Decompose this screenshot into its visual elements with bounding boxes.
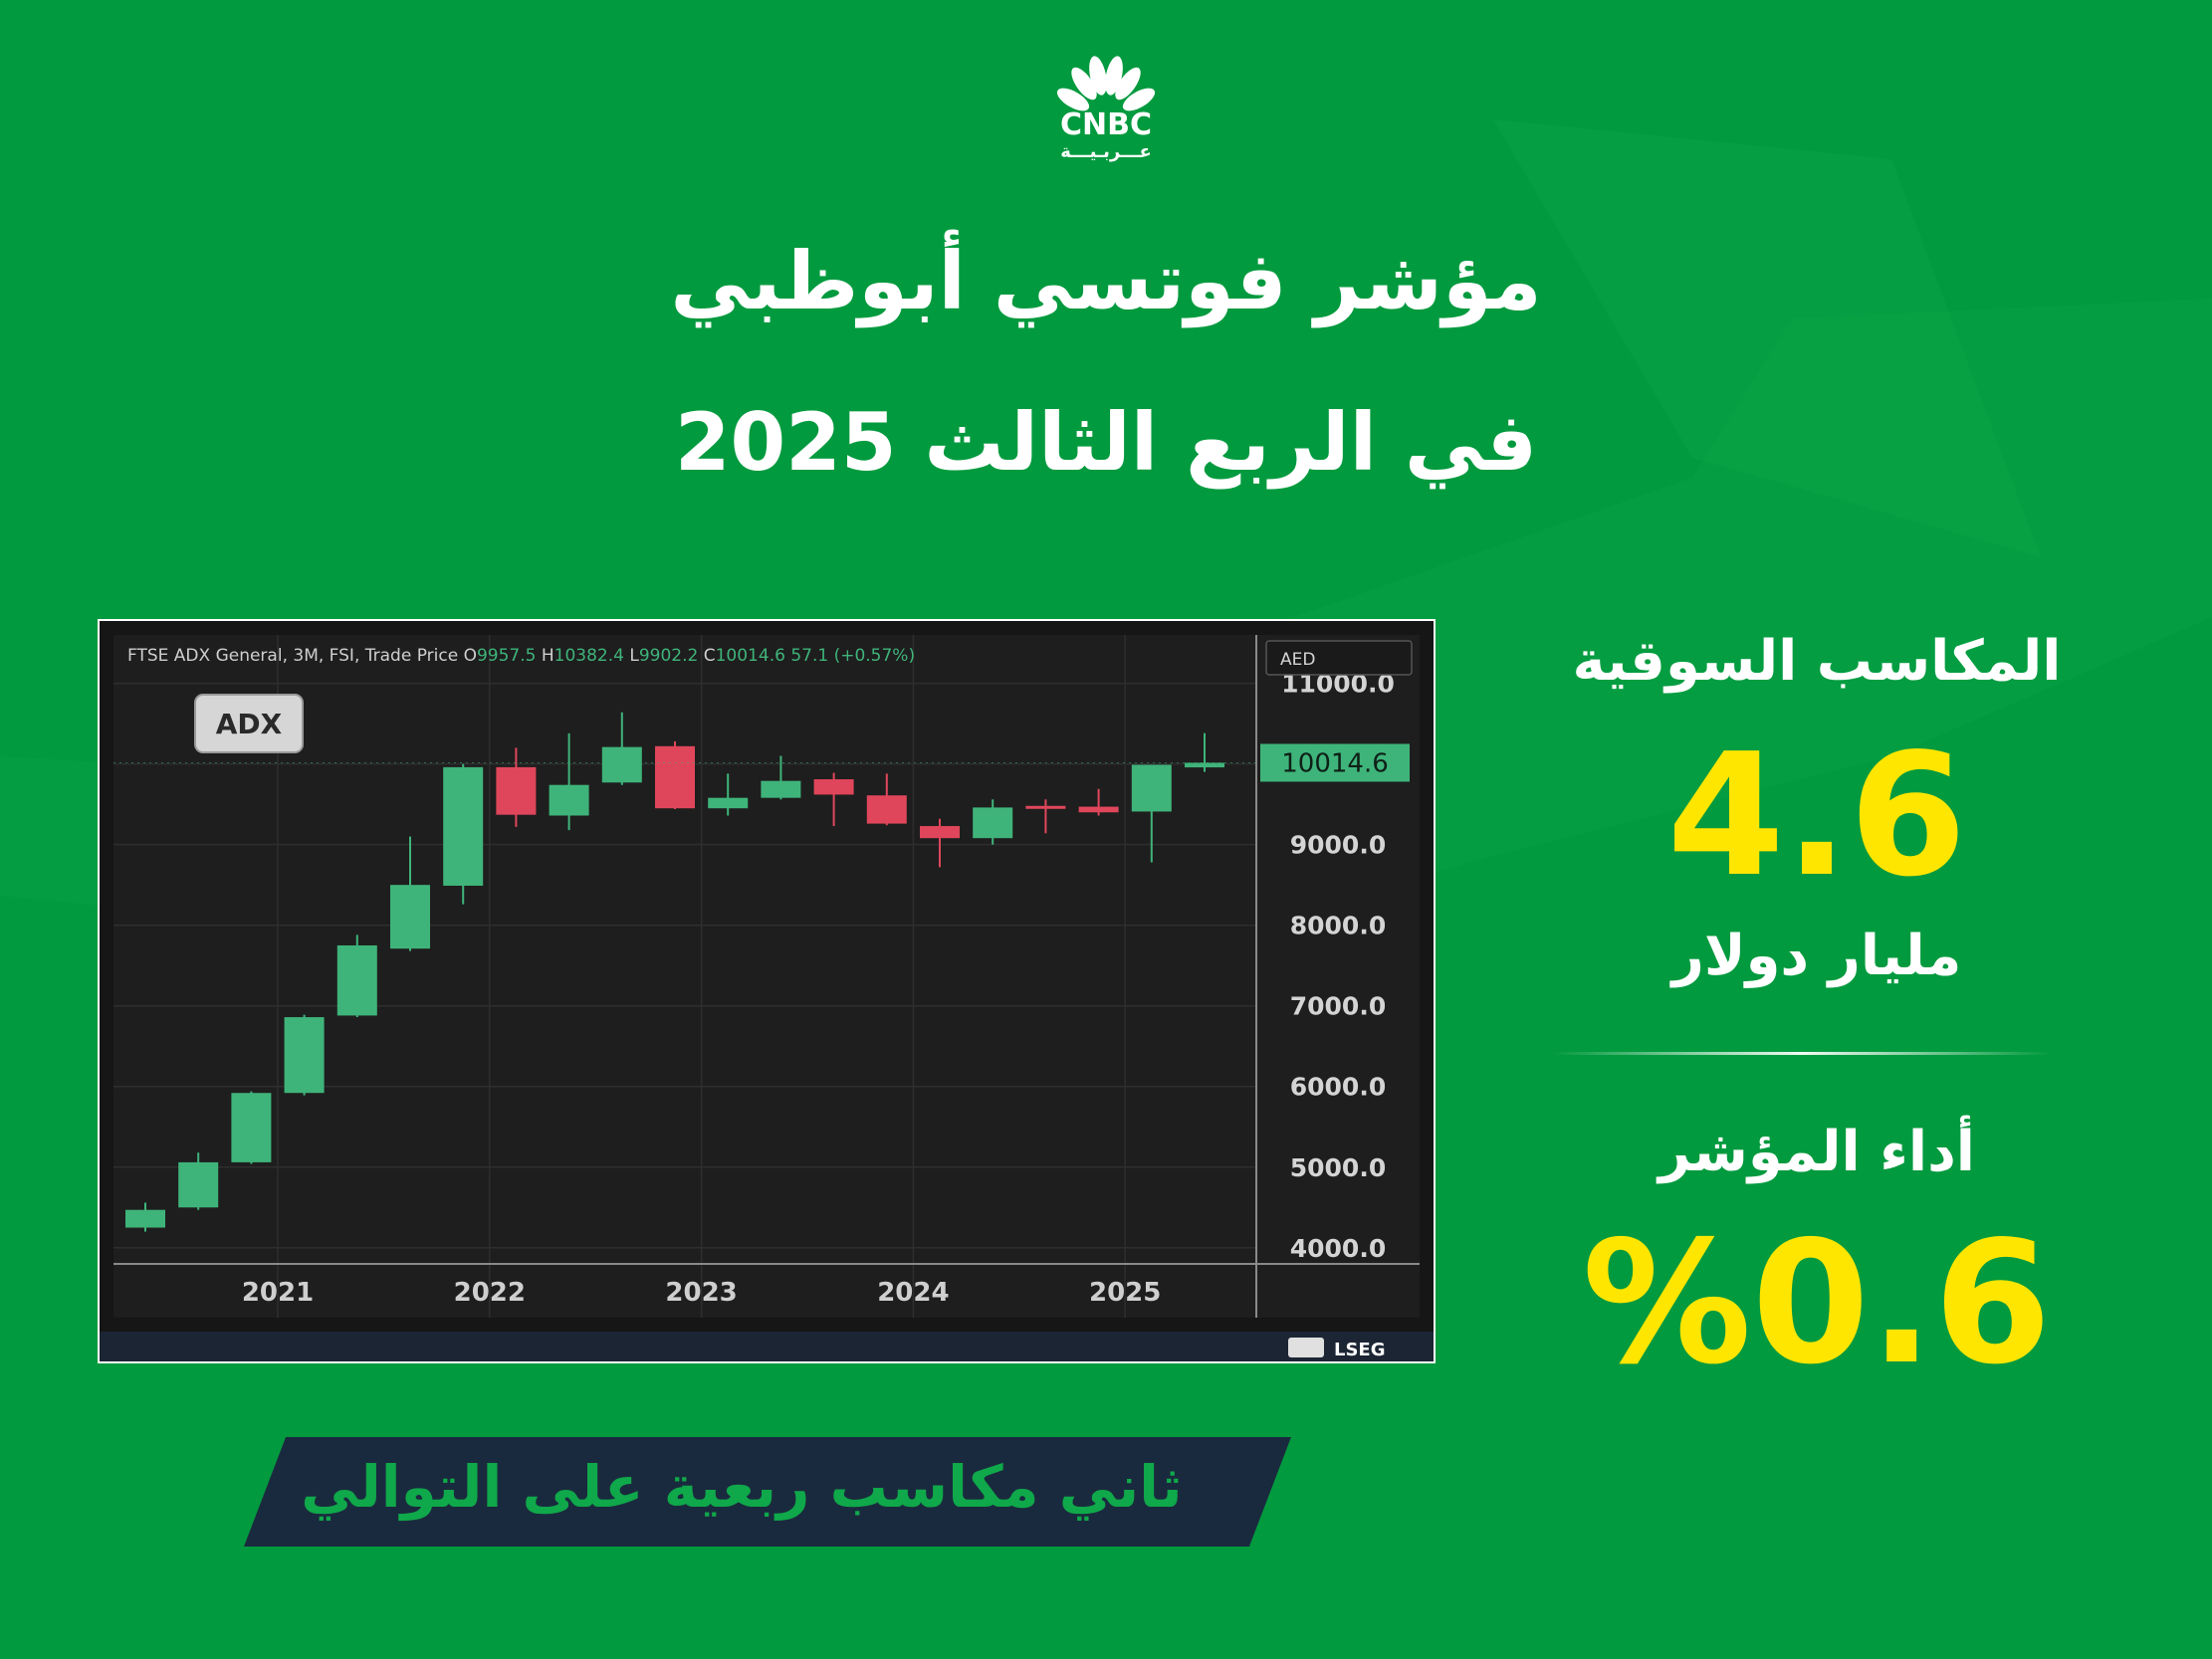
y-tick-label: 8000.0 [1290, 912, 1386, 940]
y-axis-panel [1256, 635, 1420, 1318]
adx-badge [194, 694, 304, 753]
ohlc-readout-value: 10382.4 [554, 646, 630, 666]
y-tick-label: 9000.0 [1290, 831, 1386, 860]
currency-label: AED [1280, 650, 1315, 670]
candle-body [390, 885, 430, 949]
ohlc-readout-key: L [629, 646, 639, 666]
candle-body [866, 795, 907, 824]
stats-divider [1553, 1052, 2051, 1055]
chart-header-title: FTSE ADX General, 3M, FSI, Trade Price [127, 646, 464, 666]
lseg-watermark: LSEG [1334, 1340, 1386, 1360]
candlestick-chart: 2021 2022 2023 2024 202511000.09000.08000.07… [100, 635, 1434, 1361]
logo-subtitle: عـــربـيـــة [1060, 141, 1152, 162]
page-title: مؤشر فوتسي أبوظبي [670, 235, 1542, 327]
last-price-label: 10014.6 [1281, 748, 1389, 778]
page-subtitle: في الربع الثالث 2025 [674, 396, 1538, 489]
candle-body [178, 1161, 219, 1208]
candle-body [284, 1017, 325, 1094]
candle-body [443, 766, 484, 886]
lseg-logo-icon [1288, 1338, 1324, 1357]
ohlc-readout-value: 9957.5 [477, 646, 542, 666]
candle-body [601, 746, 642, 783]
ohlc-readout-value: 9902.2 [639, 646, 704, 666]
currency-box [1265, 640, 1413, 676]
market-gains-value: 4.6 [1666, 718, 1967, 915]
candle-body [761, 780, 801, 798]
ohlc-readout-value: 57.1 (+0.57%) [790, 646, 915, 666]
ohlc-readout-key: H [542, 646, 554, 666]
cnbc-peacock-logo-icon [1056, 56, 1156, 111]
bottom-banner [244, 1437, 1291, 1547]
y-tick-label: 6000.0 [1290, 1073, 1386, 1102]
x-tick-label: 2025 [1089, 1278, 1161, 1308]
candle-body [496, 766, 537, 815]
candle-body [1078, 806, 1119, 813]
chart-header-text: FTSE ADX General, 3M, FSI, Trade Price O… [127, 646, 915, 666]
candle-body [549, 784, 589, 816]
candle-body [920, 826, 960, 839]
plot-area [113, 635, 1256, 1264]
last-price-tag [1260, 743, 1410, 782]
ohlc-readout-key: O [464, 646, 477, 666]
candle-body [1131, 764, 1172, 812]
candle-body [973, 807, 1013, 839]
x-tick-label: 2023 [665, 1278, 737, 1308]
index-performance-label: أداء المؤشر [1658, 1120, 1976, 1184]
candle-body [336, 944, 377, 1016]
bottom-banner-text: ثاني مكاسب ربعية على التوالي [301, 1453, 1183, 1521]
adx-badge-label: ADX [216, 708, 283, 740]
candle-body [1025, 805, 1066, 809]
chart-footer-strip [100, 1332, 1434, 1361]
market-gains-label: المكاسب السوقية [1572, 629, 2062, 694]
index-performance-value: %0.6 [1582, 1205, 2052, 1402]
candle-body [655, 745, 695, 809]
ohlc-readout-key: C [704, 646, 716, 666]
candle-body [813, 779, 854, 795]
candle-body [231, 1093, 272, 1162]
market-gains-unit: مليار دولار [1671, 924, 1962, 988]
y-tick-label: 4000.0 [1290, 1234, 1386, 1263]
y-tick-label: 5000.0 [1290, 1153, 1386, 1182]
candle-body [1185, 762, 1224, 768]
chart-frame: 2021 2022 2023 2024 2025 11000.0 9000.0 8000.0 7… [98, 619, 1436, 1363]
candle-body [708, 797, 749, 809]
logo-wordmark: CNBC [1059, 107, 1152, 142]
y-tick-label: 7000.0 [1290, 992, 1386, 1021]
chart-panel: 2021 2022 2023 2024 2025 11000.0 9000.0 8000.0 7… [100, 621, 1434, 1361]
candle-body [125, 1209, 165, 1228]
x-tick-label: 2024 [877, 1278, 949, 1308]
x-tick-label: 2022 [454, 1278, 526, 1308]
x-axis-panel [113, 1264, 1256, 1318]
ohlc-readout-value: 10014.6 [716, 646, 791, 666]
x-tick-label: 2021 [242, 1278, 314, 1308]
